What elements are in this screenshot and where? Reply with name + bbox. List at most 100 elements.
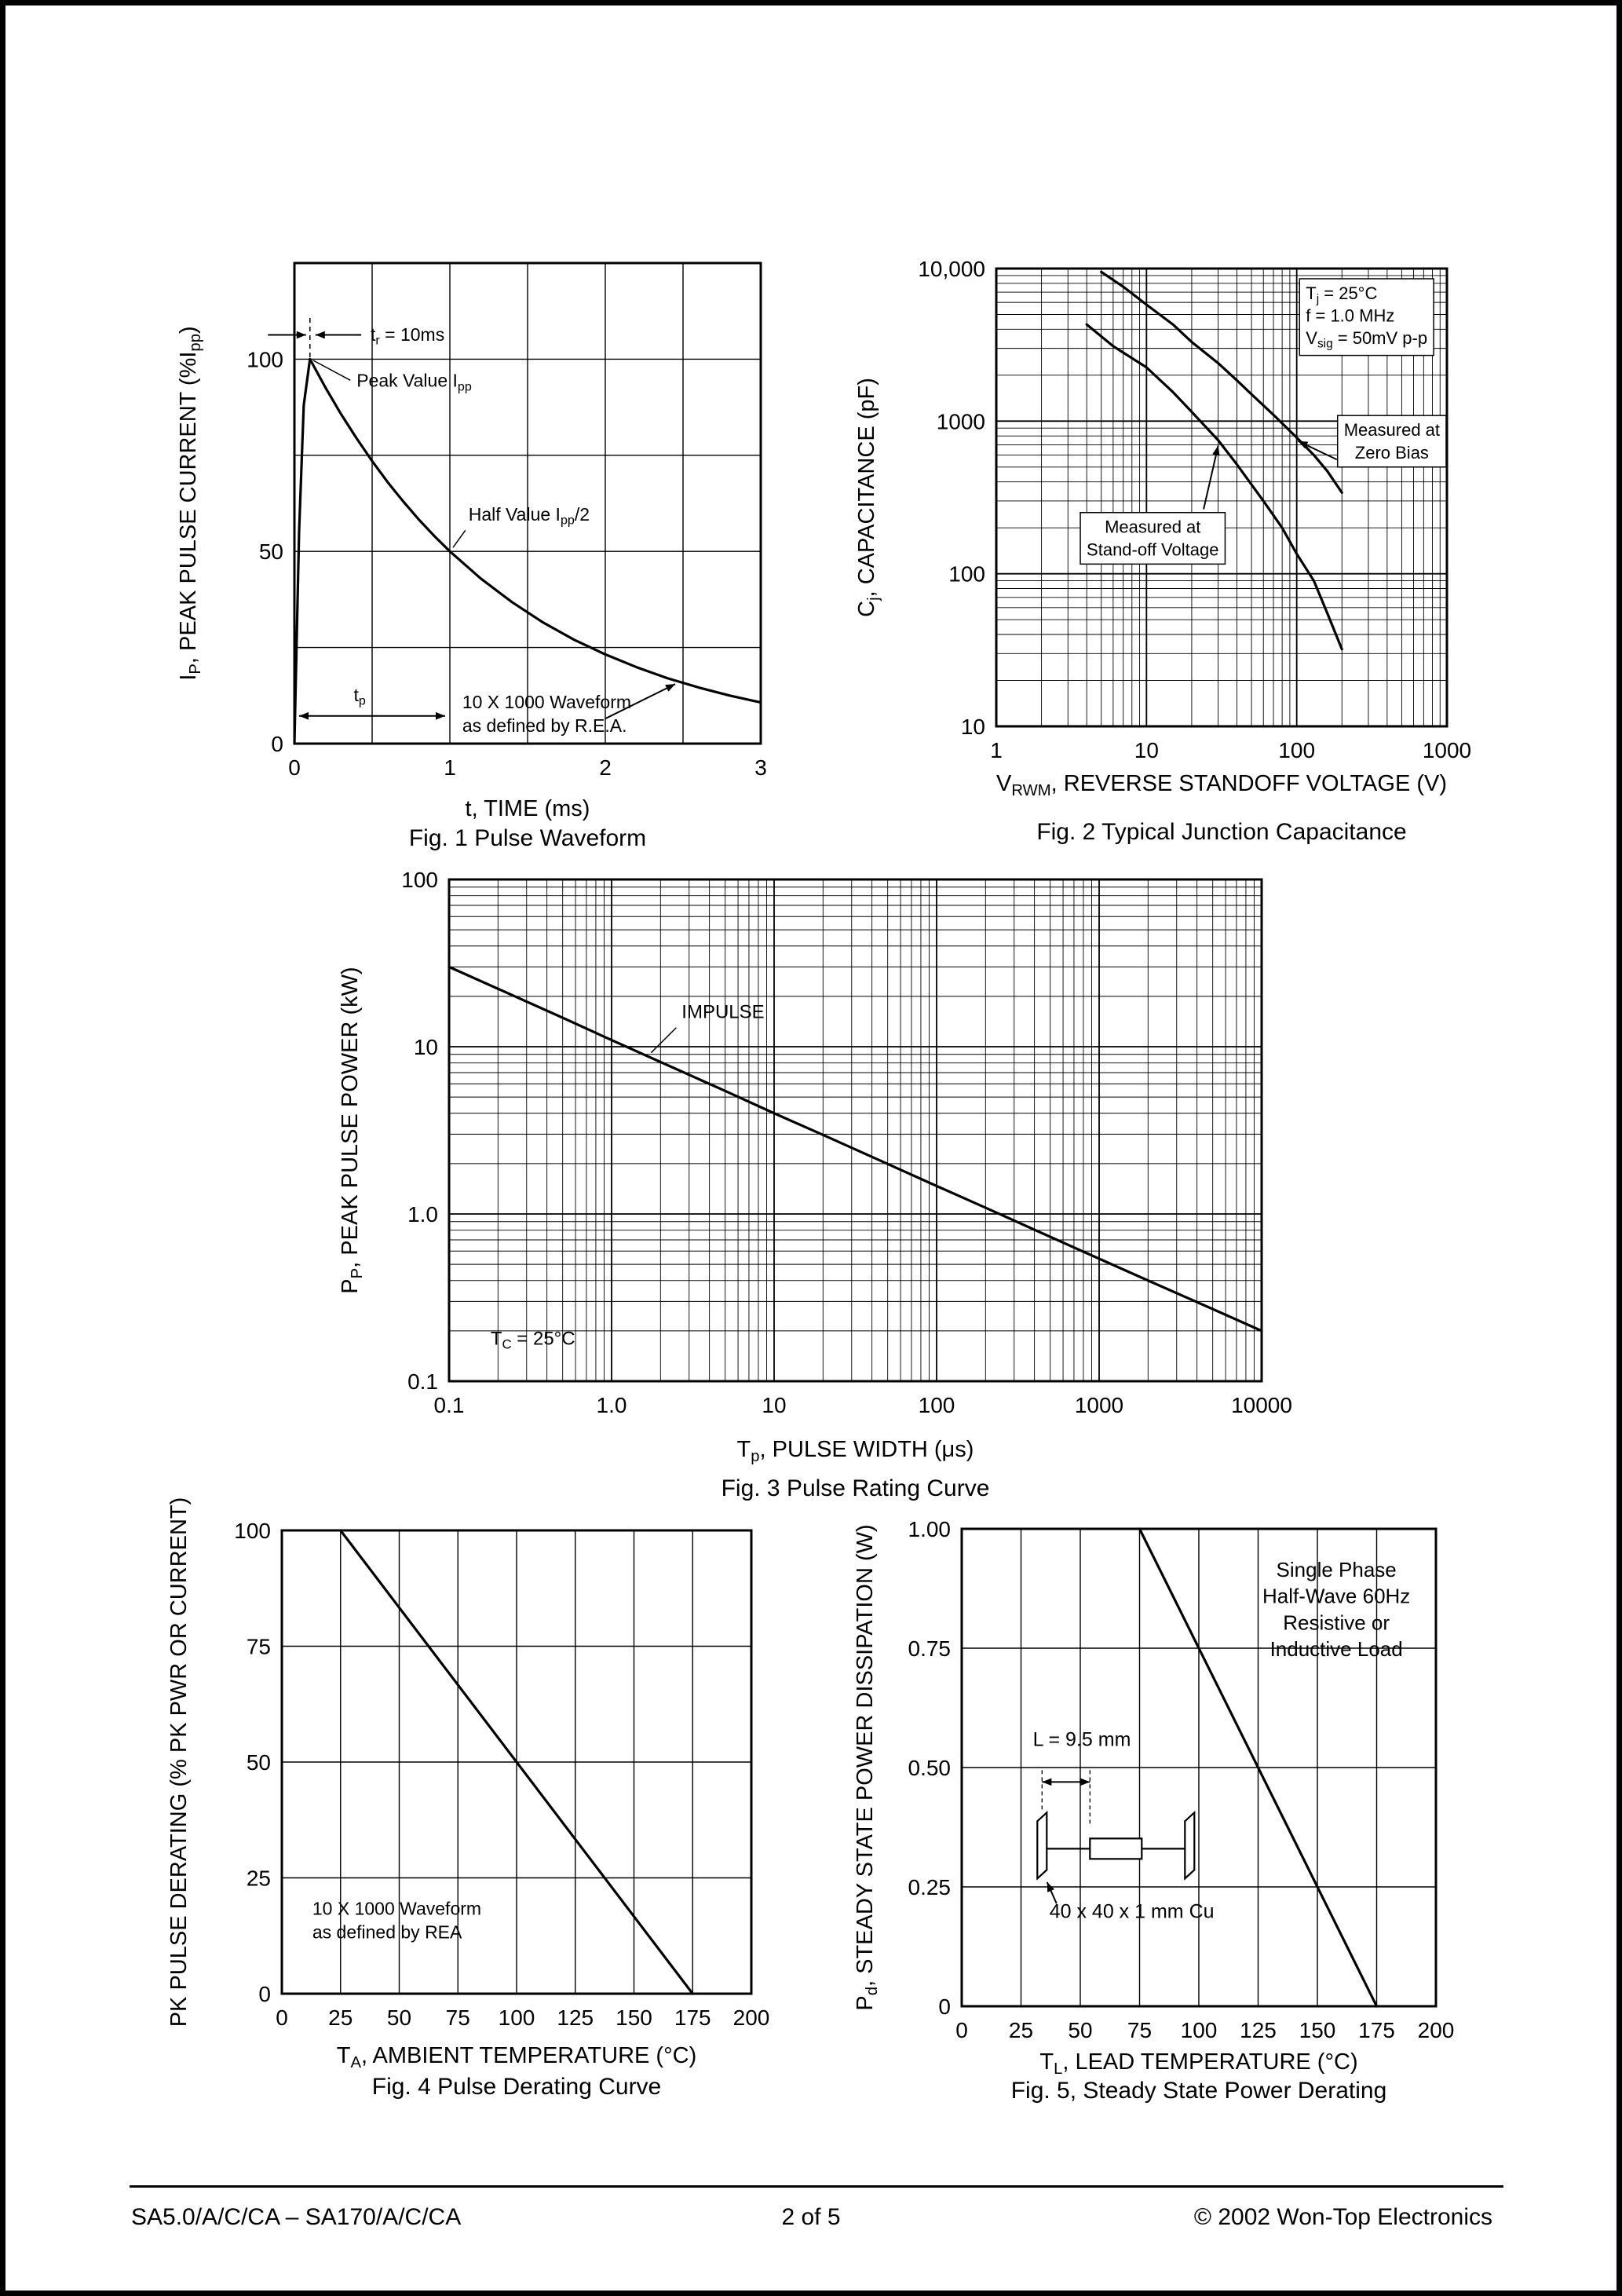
svg-text:100: 100 bbox=[919, 1393, 955, 1417]
svg-text:100: 100 bbox=[948, 562, 985, 587]
svg-text:10: 10 bbox=[414, 1035, 438, 1059]
svg-text:50: 50 bbox=[387, 2005, 411, 2030]
svg-text:tp: tp bbox=[353, 685, 365, 708]
svg-text:Fig. 2 Typical Junction Capaci: Fig. 2 Typical Junction Capacitance bbox=[1036, 819, 1406, 845]
svg-text:0.1: 0.1 bbox=[407, 1369, 438, 1394]
svg-text:175: 175 bbox=[1358, 2018, 1395, 2042]
fig4-plot: 0 25 50 75 100 125 150 175 200 0 25 50 75 100 TA, AMBI… bbox=[166, 1497, 770, 2100]
svg-text:0.50: 0.50 bbox=[908, 1756, 952, 1780]
svg-text:IP, PEAK PULSE CURRENT (%Ipp): IP, PEAK PULSE CURRENT (%Ipp) bbox=[176, 326, 204, 680]
svg-text:TL, LEAD TEMPERATURE (°C): TL, LEAD TEMPERATURE (°C) bbox=[1039, 2049, 1357, 2078]
figure-1-pulse-waveform-chart: 0 1 2 3 0 50 100 t, TIME (ms) Fig. 1 Pulse Wavef… bbox=[139, 194, 802, 869]
svg-text:125: 125 bbox=[1240, 2018, 1277, 2042]
svg-text:0: 0 bbox=[938, 1994, 951, 2019]
svg-text:Fig. 4 Pulse Derating Curve: Fig. 4 Pulse Derating Curve bbox=[372, 2074, 662, 2100]
svg-text:1000: 1000 bbox=[1423, 738, 1471, 762]
svg-text:Half Value Ipp/2: Half Value Ipp/2 bbox=[469, 504, 590, 528]
figure-3-pulse-rating-curve-chart: 0.1 1.0 10 100 1000 10000 0.1 1.0 10 100 Tp, PULSE… bbox=[241, 846, 1356, 1545]
svg-text:Fig. 1 Pulse Waveform: Fig. 1 Pulse Waveform bbox=[409, 825, 646, 851]
svg-text:50: 50 bbox=[259, 539, 283, 564]
svg-text:200: 200 bbox=[1418, 2018, 1455, 2042]
svg-text:0: 0 bbox=[288, 755, 301, 780]
svg-text:1.00: 1.00 bbox=[908, 1517, 952, 1541]
svg-text:1.0: 1.0 bbox=[597, 1393, 627, 1417]
fig1-plot: 0 1 2 3 0 50 100 t, TIME (ms) Fig. 1 Pulse Wavef… bbox=[176, 261, 767, 851]
svg-text:TC = 25°C: TC = 25°C bbox=[491, 1329, 575, 1352]
svg-text:0.1: 0.1 bbox=[434, 1393, 465, 1417]
svg-text:Vsig = 50mV p-p: Vsig = 50mV p-p bbox=[1306, 328, 1427, 350]
svg-text:150: 150 bbox=[1299, 2018, 1336, 2042]
svg-text:Stand-off Voltage: Stand-off Voltage bbox=[1087, 539, 1218, 559]
figure-5-steady-state-power-derating-chart: 0 25 50 75 100 125 150 175 200 0 0.25 0.50 0.75 1.00 T… bbox=[806, 1474, 1521, 2133]
fig5-plot: 0 25 50 75 100 125 150 175 200 0 0.25 0.50 0.75 1.00 T… bbox=[853, 1517, 1455, 2104]
svg-text:PP, PEAK PULSE POWER (kW): PP, PEAK PULSE POWER (kW) bbox=[338, 967, 366, 1293]
svg-text:Resistive or: Resistive or bbox=[1283, 1610, 1390, 1634]
figure-2-junction-capacitance-chart: 1 10 100 1000 10 100 1000 10,000 VRWM, REVERSE S… bbox=[838, 194, 1536, 885]
svg-text:150: 150 bbox=[616, 2005, 652, 2030]
svg-text:TA, AMBIENT TEMPERATURE (°C): TA, AMBIENT TEMPERATURE (°C) bbox=[337, 2043, 697, 2071]
svg-text:2: 2 bbox=[599, 755, 612, 780]
svg-text:as defined by R.E.A.: as defined by R.E.A. bbox=[462, 715, 627, 736]
svg-text:25: 25 bbox=[1009, 2018, 1033, 2042]
svg-text:1.0: 1.0 bbox=[407, 1202, 438, 1227]
svg-text:100: 100 bbox=[1278, 738, 1315, 762]
svg-text:tr = 10ms: tr = 10ms bbox=[371, 324, 444, 348]
svg-text:L = 9.5 mm: L = 9.5 mm bbox=[1033, 1729, 1131, 1751]
svg-text:VRWM, REVERSE STANDOFF VOLTAGE: VRWM, REVERSE STANDOFF VOLTAGE (V) bbox=[996, 771, 1447, 799]
svg-text:Single Phase: Single Phase bbox=[1277, 1558, 1397, 1581]
svg-text:10 X 1000 Waveform: 10 X 1000 Waveform bbox=[312, 1899, 481, 1919]
svg-text:Cj, CAPACITANCE (pF): Cj, CAPACITANCE (pF) bbox=[854, 378, 882, 617]
svg-text:100: 100 bbox=[499, 2005, 535, 2030]
svg-text:100: 100 bbox=[1181, 2018, 1218, 2042]
svg-text:10: 10 bbox=[1134, 738, 1159, 762]
svg-text:3: 3 bbox=[754, 755, 767, 780]
svg-text:0.25: 0.25 bbox=[908, 1875, 952, 1899]
svg-text:10,000: 10,000 bbox=[918, 257, 985, 281]
svg-text:0: 0 bbox=[276, 2005, 288, 2030]
svg-text:0: 0 bbox=[258, 1982, 271, 2006]
svg-text:PK PULSE DERATING (% PK PWR OR: PK PULSE DERATING (% PK PWR OR CURRENT) bbox=[166, 1497, 192, 2027]
svg-text:10: 10 bbox=[762, 1393, 786, 1417]
svg-text:75: 75 bbox=[446, 2005, 470, 2030]
svg-text:50: 50 bbox=[1068, 2018, 1092, 2042]
svg-text:1000: 1000 bbox=[1075, 1393, 1123, 1417]
svg-text:Zero Bias: Zero Bias bbox=[1355, 443, 1429, 462]
svg-text:IMPULSE: IMPULSE bbox=[681, 1002, 764, 1023]
svg-text:25: 25 bbox=[247, 1866, 271, 1891]
svg-text:200: 200 bbox=[733, 2005, 770, 2030]
footer-copyright: © 2002 Won-Top Electronics bbox=[1193, 2204, 1492, 2230]
svg-text:25: 25 bbox=[328, 2005, 353, 2030]
svg-text:f = 1.0 MHz: f = 1.0 MHz bbox=[1306, 306, 1394, 326]
svg-text:100: 100 bbox=[247, 347, 283, 371]
svg-text:Half-Wave 60Hz: Half-Wave 60Hz bbox=[1262, 1585, 1410, 1608]
svg-text:100: 100 bbox=[401, 868, 438, 892]
footer-part-number: SA5.0/A/C/CA – SA170/A/C/CA bbox=[131, 2204, 462, 2230]
svg-text:125: 125 bbox=[557, 2005, 594, 2030]
svg-text:Fig. 3 Pulse Rating Curve: Fig. 3 Pulse Rating Curve bbox=[721, 1475, 990, 1501]
svg-text:Measured at: Measured at bbox=[1105, 517, 1200, 537]
svg-text:Measured at: Measured at bbox=[1344, 420, 1440, 440]
svg-text:1: 1 bbox=[990, 738, 1003, 762]
footer-divider bbox=[130, 2185, 1503, 2188]
svg-text:Pd, STEADY STATE POWER DISSIPA: Pd, STEADY STATE POWER DISSIPATION (W) bbox=[853, 1524, 881, 2010]
svg-text:100: 100 bbox=[234, 1519, 271, 1543]
svg-text:50: 50 bbox=[247, 1750, 271, 1775]
svg-text:175: 175 bbox=[674, 2005, 711, 2030]
svg-text:Tp, PULSE WIDTH (μs): Tp, PULSE WIDTH (μs) bbox=[737, 1437, 974, 1465]
svg-text:10000: 10000 bbox=[1231, 1393, 1292, 1417]
svg-text:0.75: 0.75 bbox=[908, 1636, 952, 1661]
svg-text:t, TIME (ms): t, TIME (ms) bbox=[466, 796, 590, 821]
svg-text:as defined by REA: as defined by REA bbox=[312, 1922, 462, 1943]
fig3-plot: 0.1 1.0 10 100 1000 10000 0.1 1.0 10 100 Tp, PULSE… bbox=[338, 868, 1292, 1501]
svg-text:1: 1 bbox=[444, 755, 456, 780]
figure-4-pulse-derating-curve-chart: 0 25 50 75 100 125 150 175 200 0 25 50 75 100 TA, AMBI… bbox=[115, 1474, 814, 2126]
svg-text:Inductive Load: Inductive Load bbox=[1270, 1637, 1403, 1661]
footer-page-number: 2 of 5 bbox=[781, 2204, 841, 2230]
svg-text:1000: 1000 bbox=[937, 409, 985, 433]
svg-text:40 x 40 x 1 mm Cu: 40 x 40 x 1 mm Cu bbox=[1050, 1901, 1215, 1923]
svg-text:0: 0 bbox=[955, 2018, 968, 2042]
svg-text:75: 75 bbox=[1127, 2018, 1152, 2042]
svg-text:75: 75 bbox=[247, 1635, 271, 1659]
